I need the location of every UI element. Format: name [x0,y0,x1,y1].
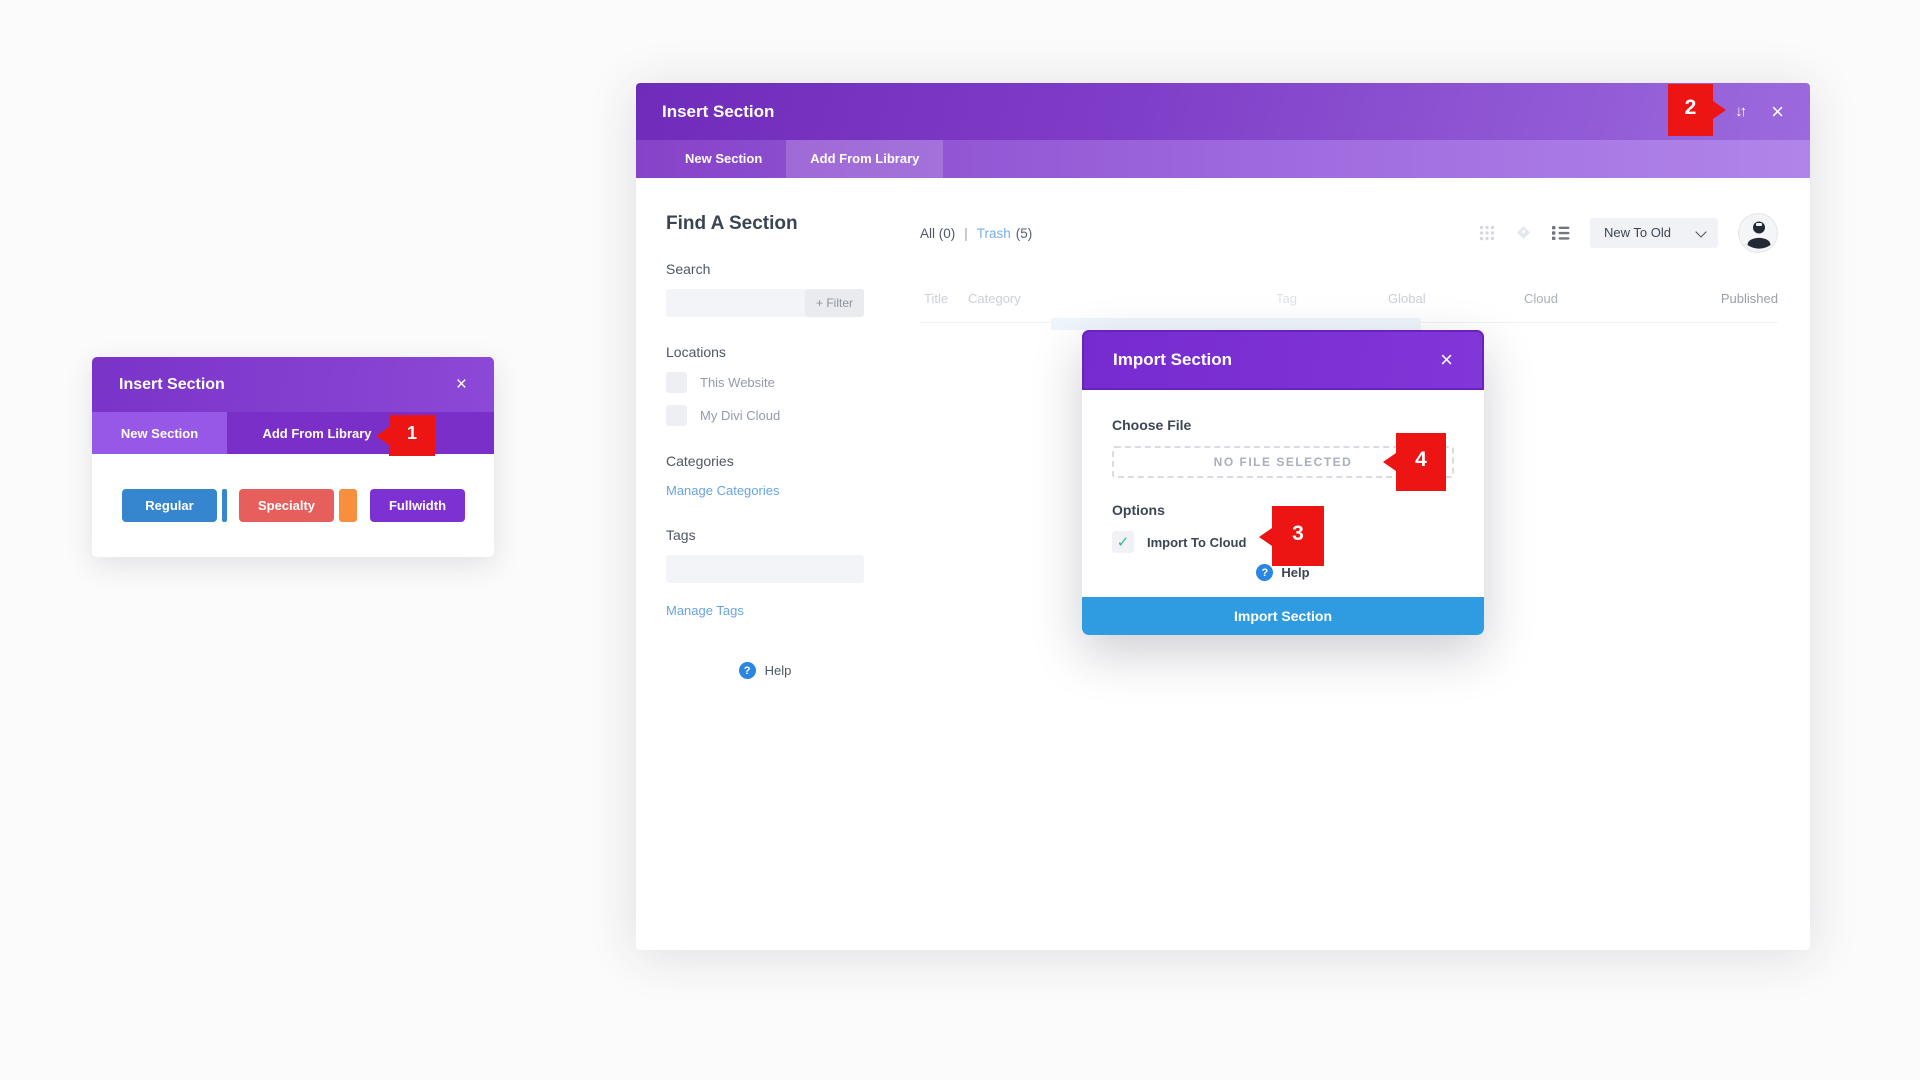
tab-add-from-library[interactable]: Add From Library [786,140,944,178]
sidebar-heading: Find A Section [666,213,798,234]
manage-categories-link[interactable]: Manage Categories [666,483,780,498]
options-label: Options [1112,502,1165,518]
help-icon: ? [738,662,756,679]
import-to-cloud-row: ✓ Import To Cloud [1112,531,1454,553]
specialty-section-button[interactable]: Specialty [239,489,334,522]
this-website-checkbox[interactable] [666,372,687,393]
account-avatar[interactable] [1738,213,1778,253]
my-divi-cloud-checkbox[interactable] [666,405,687,426]
column-category: Category [968,291,1021,306]
faded-list-row [1051,318,1421,330]
filter-separator: | [964,225,968,241]
choose-file-label: Choose File [1112,417,1192,433]
my-divi-cloud-label: My Divi Cloud [700,408,781,423]
column-published: Published [1720,291,1778,306]
regular-section-button[interactable]: Regular [122,489,217,522]
categories-label: Categories [666,453,734,469]
column-global: Global [1388,291,1426,306]
specialty-column-bar [339,489,357,522]
file-upload-dropzone[interactable]: NO FILE SELECTED [1112,446,1454,478]
library-tab-bar: New Section Add From Library [636,140,1810,178]
library-browser: All (0) | Trash (5) [896,178,1810,950]
this-website-label: This Website [700,375,775,390]
grid-view-icon[interactable] [1479,225,1495,241]
tag-view-icon[interactable] [1515,225,1532,242]
search-input[interactable] [666,289,806,317]
close-icon[interactable]: × [1440,347,1453,372]
import-modal-header: Import Section × [1082,330,1484,390]
person-icon [1747,221,1771,249]
import-section-modal: Import Section × Choose File NO FILE SEL… [1082,330,1484,635]
library-column-headers: Title Category Tag Global Cloud Publishe… [920,291,1778,307]
filter-button[interactable]: + Filter [804,289,864,317]
insert-section-small-modal: Insert Section × New Section Add From Li… [92,357,494,557]
tab-new-section[interactable]: New Section [92,412,227,454]
locations-label: Locations [666,344,726,360]
import-to-cloud-checkbox[interactable]: ✓ [1112,531,1134,553]
small-modal-body: Regular Specialty Fullwidth [92,454,494,557]
library-modal-title: Insert Section [662,101,775,121]
small-modal-tab-bar: New Section Add From Library 1 [92,412,494,456]
column-tag: Tag [1276,291,1297,306]
small-modal-title: Insert Section [119,375,225,393]
manage-tags-link[interactable]: Manage Tags [666,603,744,618]
annotation-marker-4: 4 [1383,433,1446,491]
search-label: Search [666,261,711,277]
fullwidth-section-button[interactable]: Fullwidth [370,489,465,522]
sort-order-icon[interactable]: ↓↑ [1735,103,1747,120]
filter-trash-link[interactable]: Trash [976,225,1011,241]
insert-section-library-modal: Insert Section ↓↑ × 2 New Section Add Fr… [636,83,1810,950]
small-modal-header: Insert Section × [92,357,494,412]
column-cloud: Cloud [1524,291,1558,306]
tags-input[interactable] [666,555,864,583]
location-row-this-website: This Website [666,372,896,393]
import-section-submit-button[interactable]: Import Section [1082,597,1484,635]
location-row-my-divi-cloud: My Divi Cloud [666,405,896,426]
file-placeholder: NO FILE SELECTED [1213,455,1353,469]
annotation-marker-2: 2 [1668,84,1726,136]
column-title: Title [924,291,949,306]
import-help-link[interactable]: ? Help [1112,564,1454,581]
help-icon: ? [1256,564,1274,581]
tab-new-section[interactable]: New Section [685,151,763,166]
import-to-cloud-label: Import To Cloud [1147,534,1247,550]
library-modal-header: Insert Section ↓↑ × 2 [636,83,1810,140]
regular-column-bar [222,489,227,522]
sidebar-help-link[interactable]: ? Help [666,662,864,679]
annotation-marker-3: 3 [1259,506,1324,566]
import-modal-title: Import Section [1113,350,1233,369]
filter-all-link[interactable]: All (0) [920,225,956,241]
library-sidebar: Find A Section Search + Filter Locations… [636,178,896,950]
filter-trash-count: (5) [1015,225,1033,241]
check-icon: ✓ [1116,534,1130,551]
help-label: Help [1281,565,1310,580]
annotation-marker-1: 1 [376,415,435,456]
sort-order-value: New To Old [1604,225,1671,240]
tags-label: Tags [666,527,696,543]
sort-order-select[interactable]: New To Old [1590,218,1718,248]
list-view-icon[interactable] [1552,225,1570,241]
import-modal-body: Choose File NO FILE SELECTED Options ✓ I… [1082,390,1484,597]
close-icon[interactable]: × [455,374,467,395]
tab-add-from-library[interactable]: Add From Library [262,425,372,441]
close-icon[interactable]: × [1771,98,1784,124]
help-label: Help [764,663,792,678]
